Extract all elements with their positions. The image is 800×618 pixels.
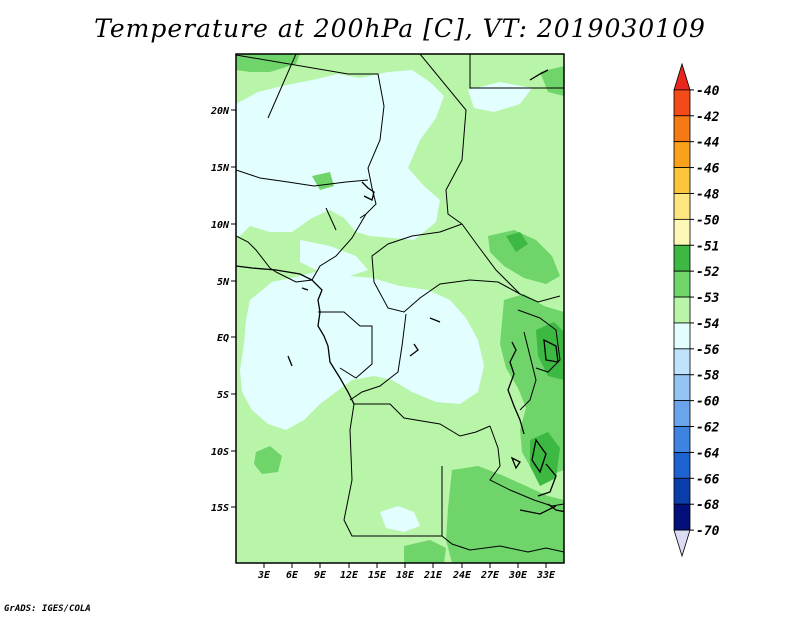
lon-label: 9E [314,570,327,581]
colorbar-label: -56 [696,343,720,358]
lat-label: 5N [217,277,230,288]
colorbar-swatch [673,296,691,324]
colorbar: -40 -42 -44 -46 -48 -50 -51 -52 -53 -54 -56 -58 -60 -… [673,62,720,558]
colorbar-swatch [673,115,691,143]
colorbar-label: -66 [696,472,720,487]
colorbar-label: -51 [696,239,719,254]
colorbar-swatch [673,477,691,505]
colorbar-label: -44 [696,136,720,151]
colorbar-swatch [673,244,691,272]
colorbar-label: -42 [696,110,720,125]
colorbar-swatch [673,503,691,531]
colorbar-label: -62 [696,421,720,436]
field-region-cyan-north [236,70,444,240]
colorbar-swatch [673,193,691,220]
longitude-axis [263,563,547,568]
lon-label: 15E [368,570,387,581]
lat-label: 10N [211,220,230,231]
colorbar-label: -68 [696,498,720,513]
coastlines-lakes [236,69,564,515]
field-region-green-spot-2 [404,540,446,563]
lat-label: 15N [211,163,230,174]
colorbar-swatch [673,218,691,246]
colorbar-label: -53 [696,291,720,306]
lon-label: 30E [508,570,528,581]
colorbar-label: -58 [696,369,720,384]
lat-label: EQ [217,333,229,344]
map-title: Temperature at 200hPa [C], VT: 201903010… [94,14,706,43]
lon-label: 3E [257,570,271,581]
colorbar-swatch [673,322,691,350]
longitude-labels: 3E 6E 9E 12E 15E 18E 21E 24E 27E 30E 33E [257,570,556,581]
colorbar-swatch [673,270,691,298]
lat-label: 10S [211,447,229,458]
colorbar-swatch [673,167,691,194]
colorbar-label: -54 [696,317,720,332]
field-region-green-northeast [488,230,560,284]
colorbar-label: -46 [696,162,720,177]
colorbar-label: -50 [696,213,720,228]
field-region-green-southeast [446,466,564,563]
field-region-cyan-south [380,506,420,532]
colorbar-swatch [673,89,691,117]
latitude-axis [231,109,236,508]
field-region-cyan-patch [300,240,368,276]
colorbar-top-triangle [673,62,691,91]
colorbar-label: -64 [696,446,720,461]
lat-label: 15S [211,503,229,514]
map-frame [235,53,565,564]
colorbar-label: -48 [696,187,720,202]
lon-label: 12E [340,570,359,581]
colorbar-label: -70 [696,524,720,539]
lon-label: 21E [423,570,443,581]
lon-label: 27E [480,570,500,581]
colorbar-swatch [673,452,691,479]
colorbar-swatch [673,400,691,427]
colorbar-label: -52 [696,265,720,280]
field-region-green-spot-1 [254,446,282,474]
lon-label: 24E [452,570,472,581]
colorbar-swatch [673,426,691,453]
colorbar-swatch [673,348,691,376]
lon-label: 18E [396,570,415,581]
colorbar-swatch [673,141,691,168]
grads-credit: GrADS: IGES/COLA [4,604,91,614]
country-boundaries [236,54,564,553]
colorbar-bottom-triangle [673,529,691,558]
lat-label: 5S [217,390,229,401]
temperature-field [236,54,564,563]
field-region-cyan-west [240,268,484,430]
lat-label: 20N [210,106,230,117]
field-region-cyan-east [468,82,532,112]
colorbar-label: -40 [696,84,720,99]
lon-label: 6E [286,570,299,581]
field-region-darkgreen-3 [506,232,528,252]
map-panel: 20N 15N 10N 5N EQ 5S 10S 15S 3E 6E [210,53,565,581]
colorbar-swatch [673,374,691,402]
lon-label: 33E [536,570,556,581]
field-region-green-topstrip [236,54,300,72]
colorbar-label: -60 [696,395,720,410]
latitude-labels: 20N 15N 10N 5N EQ 5S 10S 15S [210,106,230,514]
